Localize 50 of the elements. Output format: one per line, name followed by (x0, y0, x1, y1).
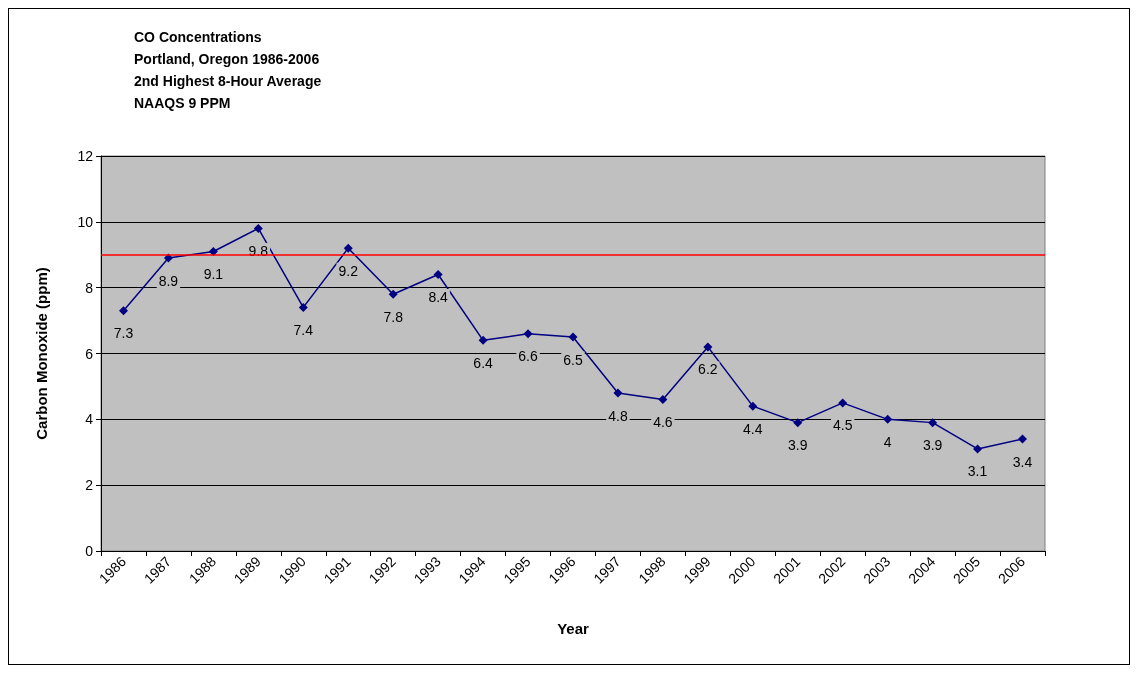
data-label: 3.9 (788, 437, 808, 454)
data-label: 7.3 (113, 325, 134, 342)
data-label: 6.5 (563, 351, 583, 368)
point (748, 401, 758, 411)
point (928, 418, 938, 428)
point (118, 306, 128, 316)
point (523, 329, 533, 339)
data-label: 7.8 (383, 308, 404, 325)
data-label: 9.1 (203, 265, 224, 282)
point (568, 332, 578, 342)
point (658, 395, 668, 405)
y-axis-title: Carbon Monoxide (ppm) (33, 267, 50, 440)
point (343, 243, 353, 253)
data-label: 8.9 (158, 272, 179, 289)
data-label: 6.6 (518, 348, 538, 365)
y-tick-label: 12 (77, 148, 94, 164)
x-axis-title: Year (557, 620, 590, 637)
point (793, 418, 803, 428)
data-label: 4.4 (743, 420, 763, 437)
data-label: 4 (883, 433, 892, 450)
y-tick-label: 0 (85, 543, 94, 559)
point (973, 444, 983, 454)
data-label: 6.4 (473, 354, 494, 371)
data-label: 4.8 (608, 407, 628, 424)
point (298, 302, 308, 312)
point (388, 289, 398, 299)
y-tick-label: 2 (85, 477, 94, 494)
y-tick-label: 4 (85, 411, 94, 428)
point (1018, 434, 1028, 444)
point (703, 342, 713, 352)
point (433, 270, 443, 279)
data-label: 4.6 (653, 414, 673, 431)
data-label: 9.2 (338, 262, 359, 279)
data-label: 3.4 (1012, 453, 1033, 470)
y-tick-label: 10 (77, 213, 94, 230)
point (253, 223, 263, 233)
data-label: 3.1 (967, 463, 988, 480)
y-tick-label: 6 (85, 345, 94, 362)
data-label: 3.9 (922, 437, 943, 454)
point (883, 414, 893, 424)
data-label: 7.4 (293, 321, 314, 338)
chart-title: CO Concentrations Portland, Oregon 1986-2006 2nd Highest 8-Hour Average NAAQS 9 PPM (134, 29, 322, 111)
point (613, 388, 623, 398)
point (208, 246, 218, 256)
point (838, 398, 848, 408)
data-label: 6.2 (698, 361, 718, 378)
data-label: 8.4 (428, 289, 449, 305)
y-tick-label: 8 (85, 279, 94, 296)
point (478, 335, 488, 345)
data-label: 4.5 (832, 417, 853, 434)
